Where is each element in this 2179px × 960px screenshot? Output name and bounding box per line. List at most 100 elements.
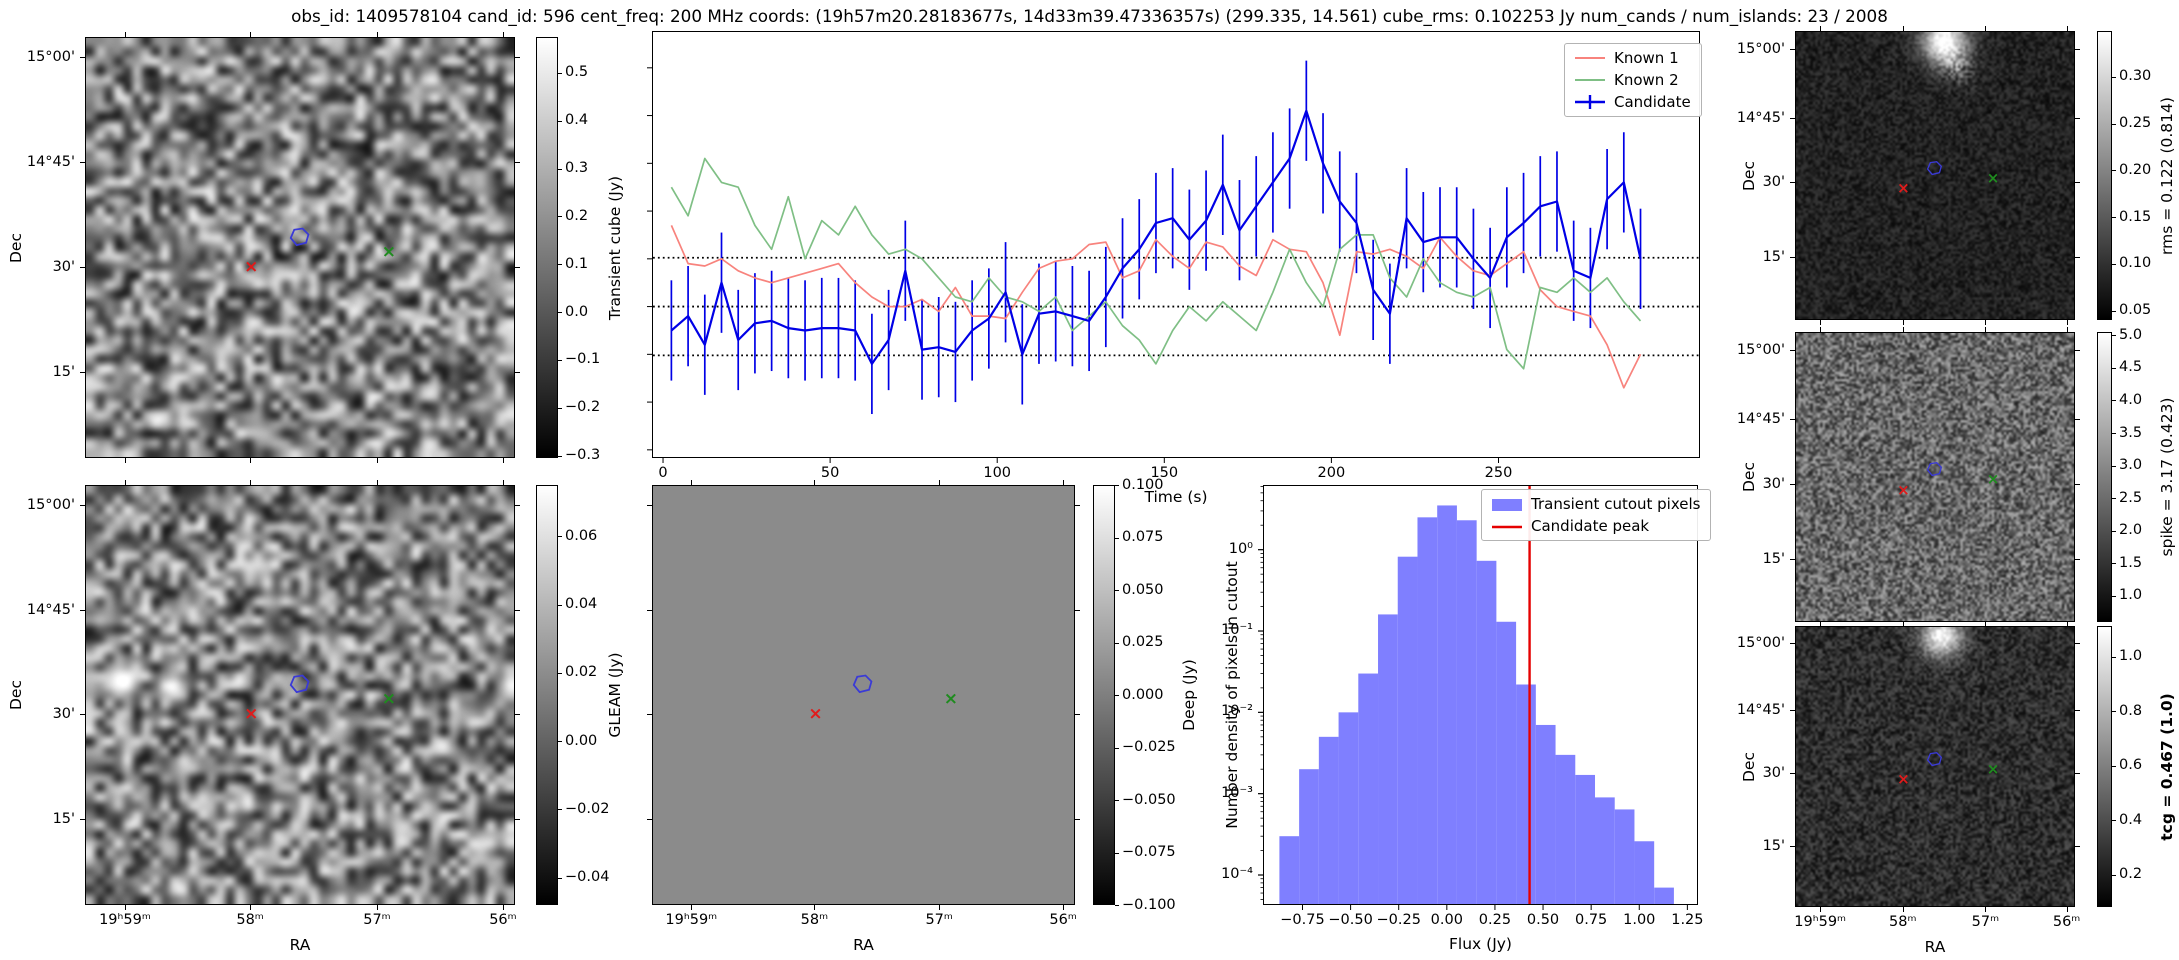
dec-tick: [1790, 48, 1795, 50]
dec-tick-label: 30': [1762, 765, 1785, 782]
colorbar-tick: [558, 604, 562, 606]
dec-tick: [2075, 643, 2080, 645]
colorbar-tick: [558, 72, 562, 74]
colorbar-tick-label: −0.3: [565, 447, 601, 464]
ra-tick: [2066, 26, 2068, 31]
ra-tick: [124, 905, 126, 910]
candidate-contour: [1924, 750, 1944, 770]
colorbar-transient_cube: [536, 37, 558, 458]
legend-entry-label: Known 1: [1614, 49, 1679, 67]
dec-tick: [515, 609, 520, 611]
colorbar-tick: [2112, 563, 2116, 565]
dec-tick: [80, 818, 85, 820]
histogram-bar: [1496, 621, 1517, 904]
dec-tick-label: 14°45': [1736, 411, 1785, 427]
dec-tick-label: 15°00': [26, 497, 75, 514]
dec-tick: [515, 266, 520, 268]
known2-x-marker: ×: [1986, 759, 2000, 778]
colorbar-tick: [1115, 642, 1119, 644]
colorbar-tick-label: −0.02: [565, 800, 610, 817]
histogram-bar: [1595, 797, 1615, 904]
legend-patch-sample: [1492, 498, 1522, 511]
ra-tick: [1985, 907, 1987, 912]
series-line-candidate: [670, 109, 1642, 365]
ra-tick: [1820, 320, 1822, 325]
colorbar-tick: [2112, 433, 2116, 434]
ra-tick: [1902, 621, 1904, 626]
dec-tick-label: 14°45': [1736, 109, 1785, 126]
dec-tick: [515, 818, 520, 820]
known2-x-marker: ×: [1986, 470, 2000, 489]
time-tick-label: 200: [1317, 465, 1346, 481]
colorbar-tick-label: 0.4: [565, 112, 589, 129]
ra-tick: [376, 905, 378, 910]
ra-tick: [124, 32, 126, 37]
colorbar-tick: [558, 809, 562, 811]
dec-axis-label-text: Dec: [1740, 462, 1758, 492]
dec-axis-label-text: Dec: [7, 232, 25, 263]
dec-tick: [80, 266, 85, 268]
ra-tick: [376, 32, 378, 37]
colorbar-tick-label: 0.2: [2119, 866, 2143, 883]
legend-entry-label: Transient cutout pixels: [1531, 495, 1701, 513]
density-axis-label-text: Number density of pixels in cutout: [1223, 561, 1241, 829]
ra-tick-label: 58ᵐ: [236, 912, 264, 928]
colorbar-tick: [558, 455, 562, 457]
colorbar-tick: [558, 120, 562, 122]
ra-tick-label: 57ᵐ: [1971, 914, 2000, 930]
ra-tick: [1820, 327, 1822, 332]
dec-tick: [1790, 643, 1795, 645]
colorbar-tick-label: 0.0: [565, 303, 589, 320]
dec-tick: [1790, 483, 1795, 485]
ra-tick: [691, 480, 693, 485]
colorbar-tick: [2112, 217, 2116, 219]
colorbar-tick-label: 3.5: [2119, 424, 2143, 441]
dec-tick: [80, 162, 85, 164]
dec-tick: [647, 818, 652, 820]
colorbar-tick: [2112, 465, 2116, 467]
dec-tick-label: 15': [52, 810, 75, 827]
ra-tick: [376, 458, 378, 463]
colorbar-tick-label: 1.0: [2119, 587, 2143, 604]
dec-tick-label: 14°45': [26, 601, 75, 618]
dec-tick: [647, 609, 652, 611]
colorbar-tick-label: −0.100: [1122, 896, 1176, 913]
colorbar-tick-label: 0.6: [2119, 757, 2143, 774]
dec-tick-label: 30': [52, 258, 75, 275]
colorbar-tick-label: 0.10: [2119, 255, 2152, 272]
flux-tick-label: −0.75: [1280, 912, 1325, 928]
colorbar-tick: [2112, 335, 2116, 337]
colorbar-tick-label: 2.0: [2119, 522, 2143, 539]
dec-tick: [647, 714, 652, 716]
dec-axis-label-text: Dec: [1740, 160, 1758, 191]
histogram-bar: [1634, 841, 1655, 904]
histogram-bar: [1476, 560, 1497, 904]
dec-tick: [2075, 48, 2080, 50]
candidate-contour: [1924, 460, 1944, 480]
colorbar-tick: [1115, 537, 1119, 539]
ra-tick: [502, 480, 504, 485]
colorbar-tick-label: 0.2: [565, 207, 589, 224]
colorbar-tick: [558, 877, 562, 879]
colorbar-tick: [558, 536, 562, 538]
colorbar-tick: [2112, 765, 2116, 767]
dec-tick-label: 15': [1762, 838, 1785, 855]
colorbar-tick-label: 0.3: [565, 160, 589, 177]
ra-tick: [124, 480, 126, 485]
colorbar-tick: [2112, 530, 2116, 532]
dec-tick: [1790, 257, 1795, 259]
colorbar-tick: [1115, 852, 1119, 854]
known2-x-marker: ×: [943, 689, 958, 710]
dec-tick: [1790, 419, 1795, 420]
dec-axis-label-text: Dec: [1740, 751, 1758, 782]
time-tick-label: 150: [1150, 465, 1179, 481]
ra-tick: [2066, 320, 2068, 325]
dec-tick: [1075, 714, 1080, 716]
dec-tick: [1790, 117, 1795, 119]
legend-entry-label: Candidate: [1614, 93, 1691, 111]
colorbar-tick-label: −0.1: [565, 351, 601, 368]
ra-tick: [1820, 621, 1822, 626]
ra-tick: [502, 905, 504, 910]
colorbar-tick-label: 0.30: [2119, 68, 2152, 85]
